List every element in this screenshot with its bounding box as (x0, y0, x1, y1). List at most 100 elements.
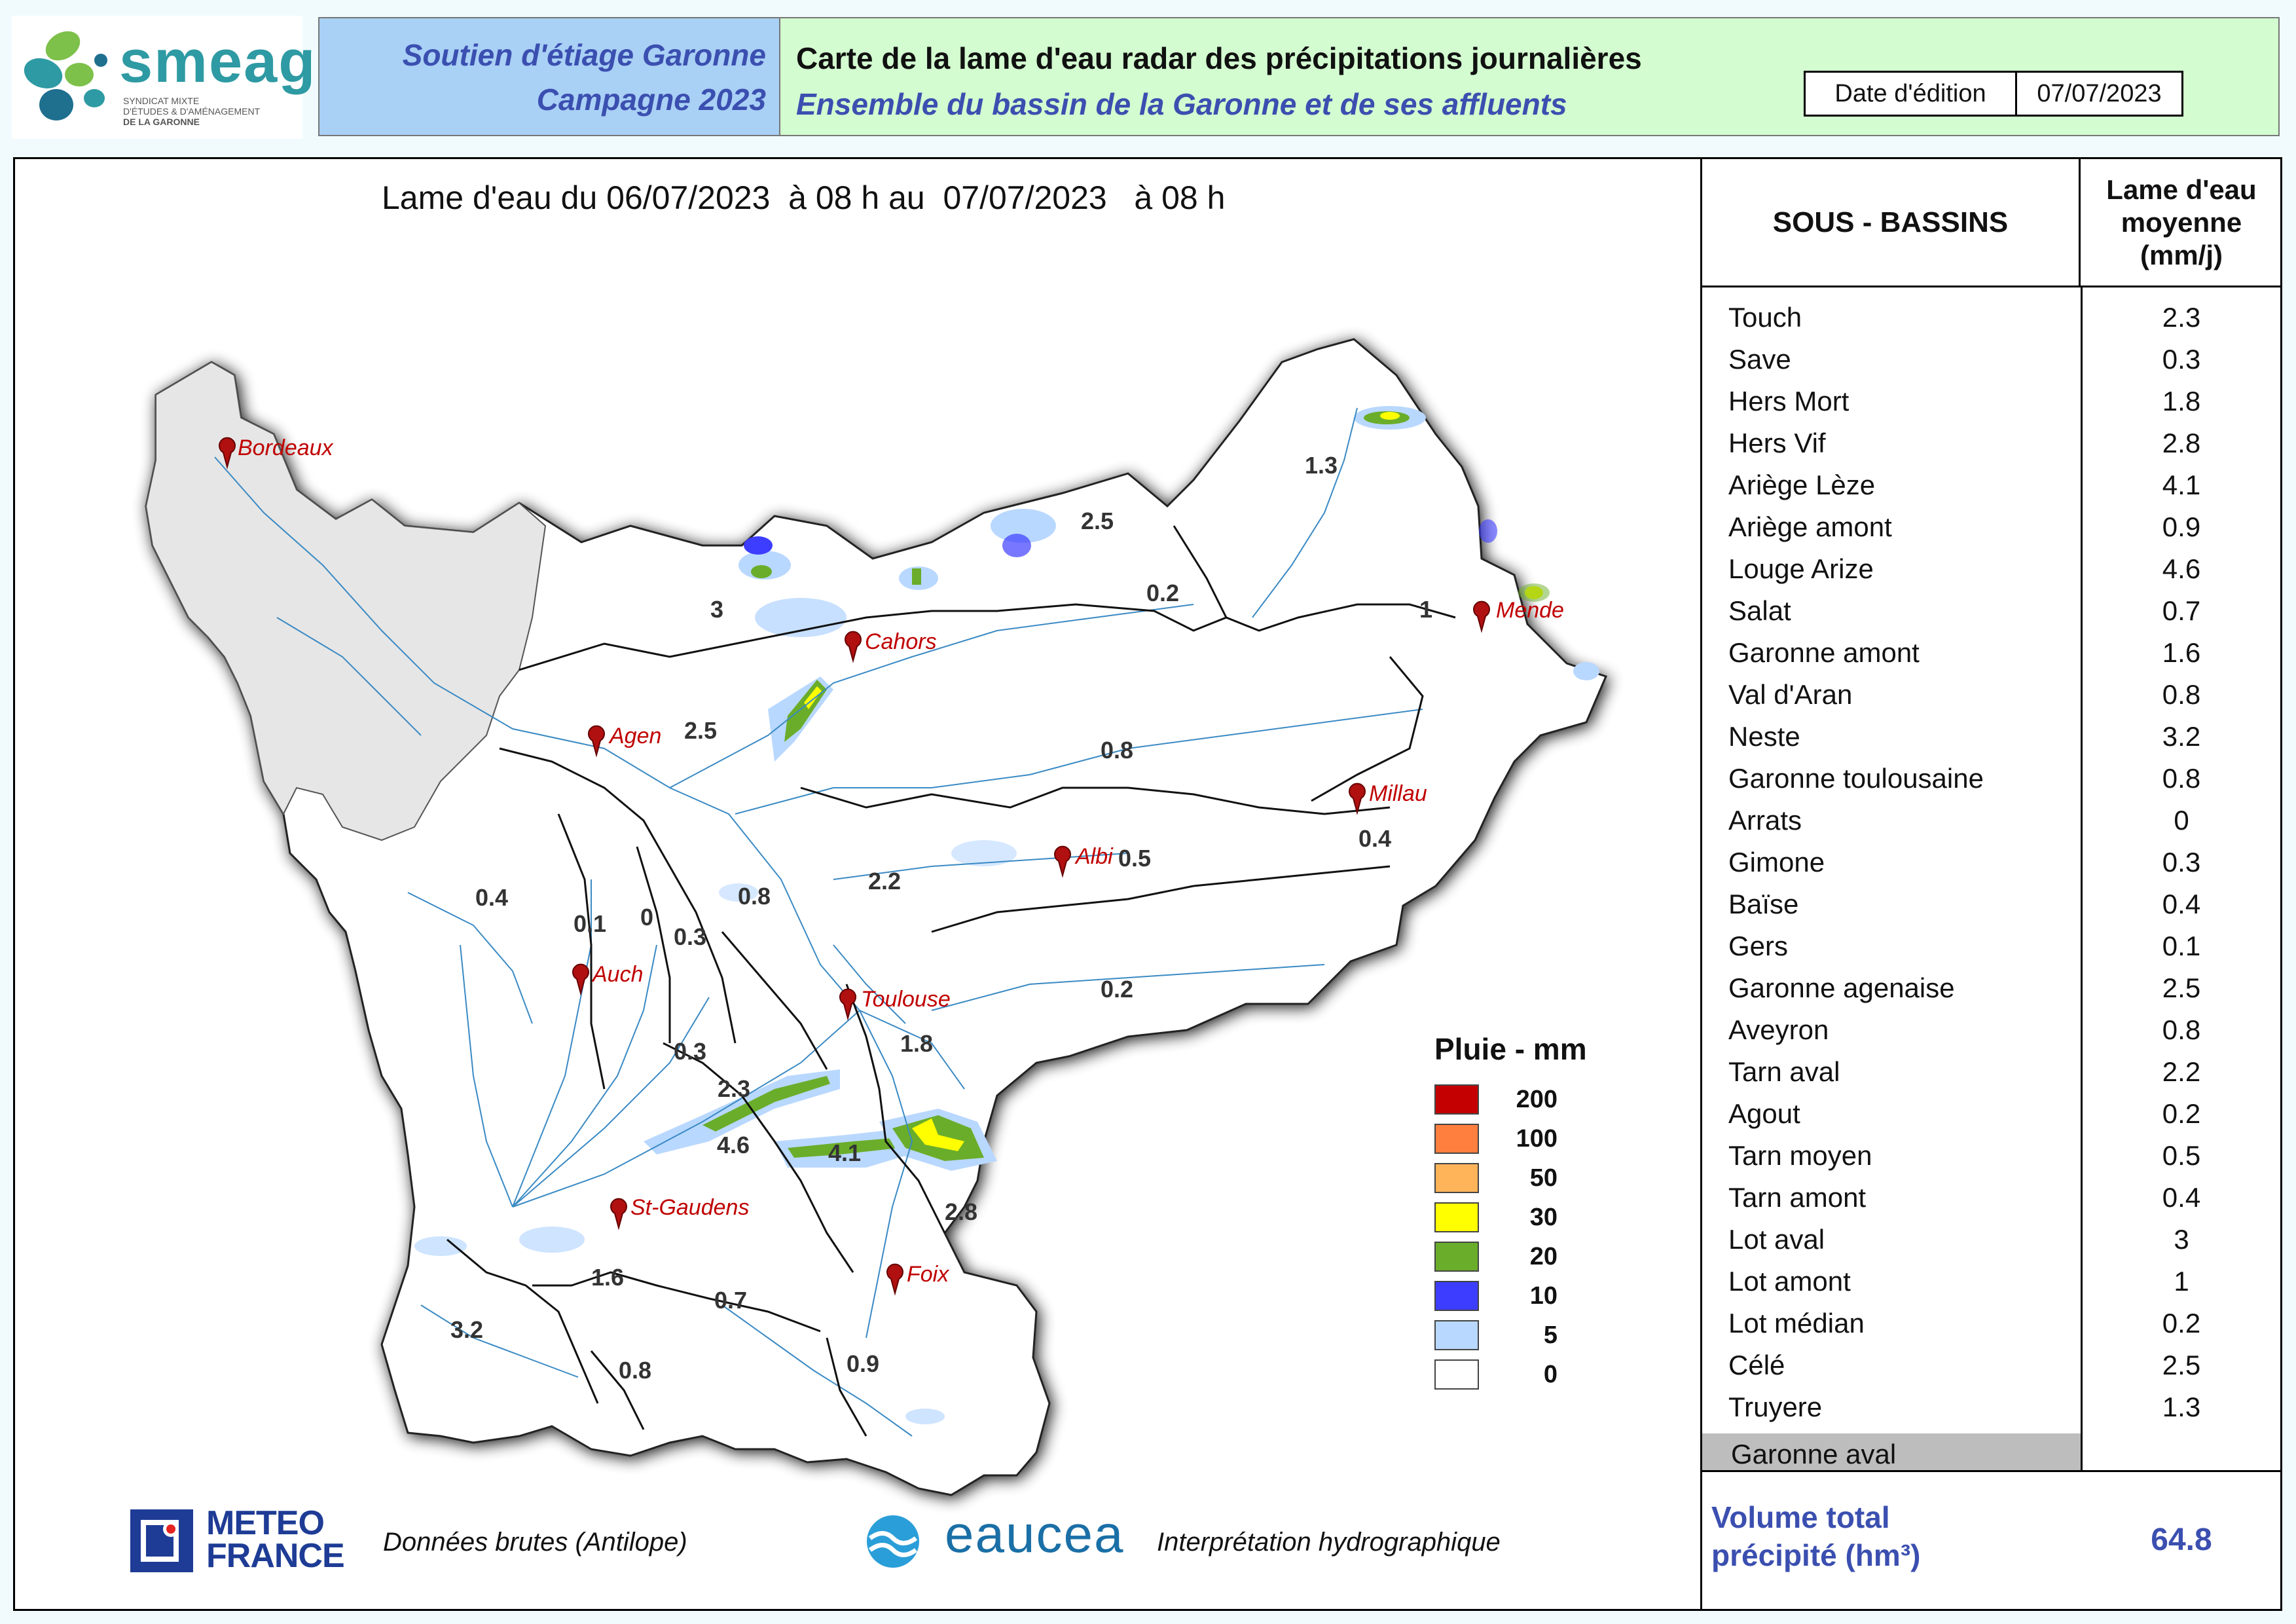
table-row: Ariège Lèze 4.1 (1702, 463, 2282, 505)
city-markers: Bordeaux Cahors Agen Mende Millau Albi (219, 435, 1564, 1296)
city-marker-toulouse: Toulouse (839, 987, 951, 1021)
basin-value-label: 2.8 (945, 1198, 977, 1225)
logo-wordmark: smeag (119, 28, 317, 95)
title-header: Carte de la lame d'eau radar des précipi… (780, 17, 2280, 136)
svg-text:Millau: Millau (1369, 781, 1427, 806)
sub-basin-name: Touch (1728, 302, 1802, 333)
legend-item: 50 (1434, 1158, 1631, 1198)
legend-swatch (1434, 1124, 1479, 1154)
sub-basin-name: Neste (1728, 721, 1800, 752)
legend-swatch (1434, 1084, 1479, 1115)
sub-basin-name: Arrats (1728, 805, 1802, 836)
basin-value-label: 0 (640, 904, 653, 931)
city-marker-mende: Mende (1473, 598, 1564, 633)
svg-text:Agen: Agen (608, 724, 661, 748)
sub-basin-name: Lot amont (1728, 1266, 1851, 1297)
city-marker-st-gaudens: St-Gaudens (610, 1195, 749, 1230)
sub-basin-name: Ariège Lèze (1728, 470, 1876, 500)
city-marker-albi: Albi (1054, 844, 1114, 878)
legend-label: 200 (1516, 1085, 1558, 1113)
table-row: Garonne amont 1.6 (1702, 631, 2282, 673)
basin-value-label: 4.6 (717, 1132, 750, 1158)
legend-label: 10 (1529, 1282, 1558, 1310)
table-row: Agout 0.2 (1702, 1092, 2282, 1134)
sub-basin-value: 1.8 (2162, 386, 2201, 416)
sub-basin-value: 4.6 (2162, 553, 2201, 584)
sub-basin-name: Garonne agenaise (1728, 972, 1955, 1003)
edition-date-value: 07/07/2023 (2037, 79, 2162, 107)
legend-swatch (1434, 1320, 1479, 1350)
sub-basin-value: 2.8 (2162, 428, 2201, 458)
legend-label: 50 (1529, 1164, 1558, 1192)
basin-value-label: 0.8 (1101, 737, 1133, 764)
basin-value-label: 1.8 (900, 1030, 933, 1057)
table-row: Ariège amont 0.9 (1702, 505, 2282, 547)
sub-basin-value: 0.4 (2162, 1182, 2201, 1213)
table-row: Gimone 0.3 (1702, 840, 2282, 882)
map-pin-icon (845, 631, 862, 663)
sub-basin-value: 3 (2174, 1224, 2189, 1255)
table-header-value: Lame d'eau moyenne (mm/j) (2081, 159, 2282, 287)
table-row: Célé 2.5 (1702, 1343, 2282, 1385)
garonne-aval-zone (145, 361, 547, 841)
table-row: Aveyron 0.8 (1702, 1008, 2282, 1050)
sub-basin-name: Aveyron (1728, 1014, 1829, 1045)
column-divider (2081, 287, 2083, 1470)
map-pin-icon (219, 437, 236, 470)
basin-value-label: 1.6 (591, 1264, 624, 1291)
basin-value-label: 3.2 (450, 1316, 483, 1343)
sub-basin-name: Truyere (1728, 1392, 1823, 1422)
basin-value-label: 1 (1419, 596, 1432, 623)
sub-basin-name: Louge Arize (1728, 553, 1874, 584)
logo-subtitle: SYNDICAT MIXTE D'ÉTUDES & D'AMÉNAGEMENT … (123, 96, 261, 127)
table-header-name: SOUS - BASSINS (1702, 159, 2081, 287)
sub-basin-name: Val d'Aran (1728, 679, 1853, 710)
rain-patches (414, 406, 1599, 1424)
svg-text:Albi: Albi (1074, 844, 1114, 869)
legend-label: 30 (1529, 1203, 1558, 1231)
map-pin-icon (588, 725, 605, 758)
smeag-logo: smeag SYNDICAT MIXTE D'ÉTUDES & D'AMÉNAG… (12, 16, 316, 139)
map-pin-icon (886, 1263, 903, 1296)
table-row: Hers Mort 1.8 (1702, 379, 2282, 421)
sub-basin-value: 1 (2174, 1266, 2189, 1297)
city-marker-millau: Millau (1349, 781, 1427, 815)
table-row: Neste 3.2 (1702, 714, 2282, 756)
sub-basin-boundaries (446, 525, 1456, 1437)
basin-value-label: 0.8 (738, 883, 771, 910)
basin-value-label: 0.7 (714, 1287, 747, 1314)
sub-basin-name: Lot aval (1728, 1224, 1825, 1255)
sub-basin-name: Gimone (1728, 847, 1825, 877)
table-row: Baïse 0.4 (1702, 882, 2282, 924)
city-marker-cahors: Cahors (845, 629, 937, 663)
legend-swatch (1434, 1202, 1479, 1232)
edition-date-box: Date d'édition 07/07/2023 (1804, 71, 2183, 117)
sub-basin-name: Tarn aval (1728, 1056, 1840, 1087)
sub-basin-name: Baïse (1728, 889, 1799, 919)
basin-value-label: 0.3 (674, 1038, 706, 1065)
sub-basin-value: 4.1 (2162, 470, 2201, 500)
basin-value-label: 0.5 (1118, 845, 1151, 872)
total-volume-value: 64.8 (2151, 1522, 2212, 1557)
map-pin-icon (1349, 783, 1366, 815)
legend-swatch (1434, 1242, 1479, 1272)
sub-basin-name: Salat (1728, 595, 1791, 626)
map-pin-icon (572, 963, 589, 996)
basin-value-label: 0.4 (1358, 825, 1391, 852)
basin-value-label: 0.3 (674, 923, 706, 950)
sub-basin-name: Save (1728, 344, 1791, 375)
river-network (214, 407, 1423, 1437)
legend-swatch (1434, 1359, 1479, 1390)
sub-basin-value: 2.3 (2162, 302, 2201, 333)
map-pin-icon (1054, 845, 1071, 878)
sub-basin-name: Gers (1728, 931, 1789, 961)
table-row: Garonne toulousaine 0.8 (1702, 756, 2282, 798)
page-subtitle: Ensemble du bassin de la Garonne et de s… (796, 87, 1567, 121)
total-volume-label: Volume total précipité (hm³) (1711, 1500, 1921, 1572)
basin-value-label: 0.4 (475, 884, 508, 911)
eaucea-wordmark: eaucea (945, 1505, 1125, 1563)
basin-value-label: 0.1 (574, 910, 606, 937)
legend-swatch (1434, 1281, 1479, 1311)
basin-value-label: 2.2 (868, 868, 901, 895)
basin-value-label: 0.2 (1101, 976, 1133, 1003)
